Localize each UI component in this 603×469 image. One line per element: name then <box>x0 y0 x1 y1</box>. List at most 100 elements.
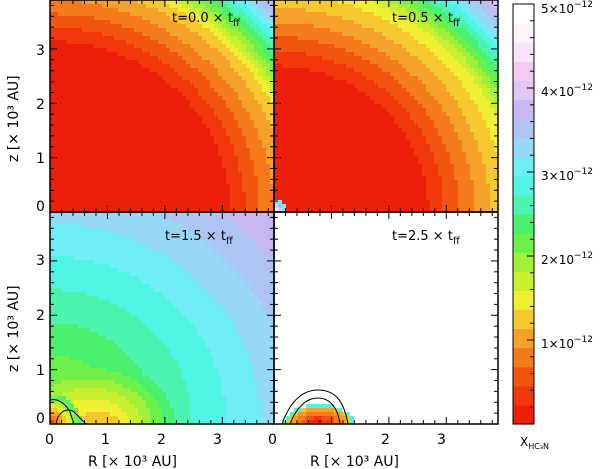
contour-cell <box>286 52 291 57</box>
contour-cell <box>326 104 331 109</box>
contour-cell <box>330 60 335 65</box>
contour-cell <box>110 4 115 9</box>
contour-cell <box>406 72 411 77</box>
contour-cell <box>382 156 387 161</box>
contour-cell <box>202 184 207 189</box>
contour-cell <box>358 72 363 77</box>
contour-cell <box>118 132 123 137</box>
contour-cell <box>66 20 71 25</box>
contour-cell <box>274 196 279 201</box>
contour-cell <box>70 80 75 85</box>
contour-cell <box>154 12 159 17</box>
contour-cell <box>150 132 155 137</box>
contour-cell <box>126 40 131 45</box>
contour-cell <box>90 208 95 212</box>
contour-cell <box>254 80 259 85</box>
contour-cell <box>146 88 151 93</box>
contour-cell <box>50 76 55 81</box>
contour-cell <box>346 208 351 212</box>
contour-cell <box>374 184 379 189</box>
contour-cell <box>350 124 355 129</box>
contour-cell <box>134 56 139 61</box>
contour-cell <box>370 188 375 193</box>
contour-cell <box>206 128 211 133</box>
contour-cell <box>418 48 423 53</box>
contour-cell <box>262 44 267 49</box>
contour-cell <box>338 116 343 121</box>
contour-cell <box>234 16 239 21</box>
contour-cell <box>102 32 107 37</box>
contour-cell <box>78 84 83 89</box>
contour-cell <box>402 92 407 97</box>
contour-cell <box>314 120 319 125</box>
contour-cell <box>54 16 59 21</box>
contour-cell <box>254 100 259 105</box>
contour-cell <box>142 156 147 161</box>
contour-cell <box>98 64 103 69</box>
contour-cell <box>354 152 359 157</box>
contour-cell <box>134 8 139 13</box>
contour-cell <box>258 168 263 173</box>
contour-cell <box>154 52 159 57</box>
contour-cell <box>134 172 139 177</box>
contour-cell <box>330 48 335 53</box>
contour-cell <box>62 172 67 177</box>
contour-cell <box>238 96 243 101</box>
contour-cell <box>66 8 71 13</box>
contour-cell <box>50 20 55 25</box>
contour-cell <box>362 144 367 149</box>
contour-cell <box>198 16 203 21</box>
contour-cell <box>226 88 231 93</box>
contour-cell <box>122 36 127 41</box>
contour-cell <box>306 4 311 9</box>
contour-cell <box>202 128 207 133</box>
contour-cell <box>306 100 311 105</box>
contour-cell <box>150 184 155 189</box>
contour-cell <box>146 108 151 113</box>
contour-cell <box>102 180 107 185</box>
contour-cell <box>250 48 255 53</box>
contour-cell <box>150 192 155 197</box>
contour-cell <box>326 48 331 53</box>
contour-cell <box>230 104 235 109</box>
contour-cell <box>174 20 179 25</box>
contour-cell <box>246 32 251 37</box>
contour-cell <box>374 104 379 109</box>
contour-cell <box>98 156 103 161</box>
contour-cell <box>90 120 95 125</box>
contour-cell <box>102 72 107 77</box>
contour-cell <box>150 152 155 157</box>
contour-cell <box>170 72 175 77</box>
contour-cell <box>386 108 391 113</box>
contour-cell <box>126 104 131 109</box>
contour-cell <box>290 60 295 65</box>
contour-cell <box>170 28 175 33</box>
contour-cell <box>406 204 411 209</box>
contour-cell <box>414 12 419 17</box>
contour-cell <box>114 76 119 81</box>
contour-cell <box>378 116 383 121</box>
contour-cell <box>142 148 147 153</box>
contour-cell <box>142 184 147 189</box>
contour-cell <box>74 8 79 13</box>
contour-cell <box>286 140 291 145</box>
contour-cell <box>306 164 311 169</box>
contour-cell <box>366 0 371 5</box>
contour-cell <box>66 36 71 41</box>
contour-cell <box>150 164 155 169</box>
contour-cell <box>98 152 103 157</box>
contour-cell <box>370 208 375 212</box>
contour-cell <box>174 152 179 157</box>
contour-cell <box>266 120 271 125</box>
contour-cell <box>230 84 235 89</box>
contour-cell <box>214 172 219 177</box>
contour-cell <box>342 112 347 117</box>
contour-cell <box>242 200 247 205</box>
contour-cell <box>314 92 319 97</box>
contour-cell <box>386 36 391 41</box>
contour-cell <box>410 140 415 145</box>
contour-cell <box>178 100 183 105</box>
contour-cell <box>342 204 347 209</box>
contour-cell <box>262 160 267 165</box>
contour-cell <box>254 168 259 173</box>
